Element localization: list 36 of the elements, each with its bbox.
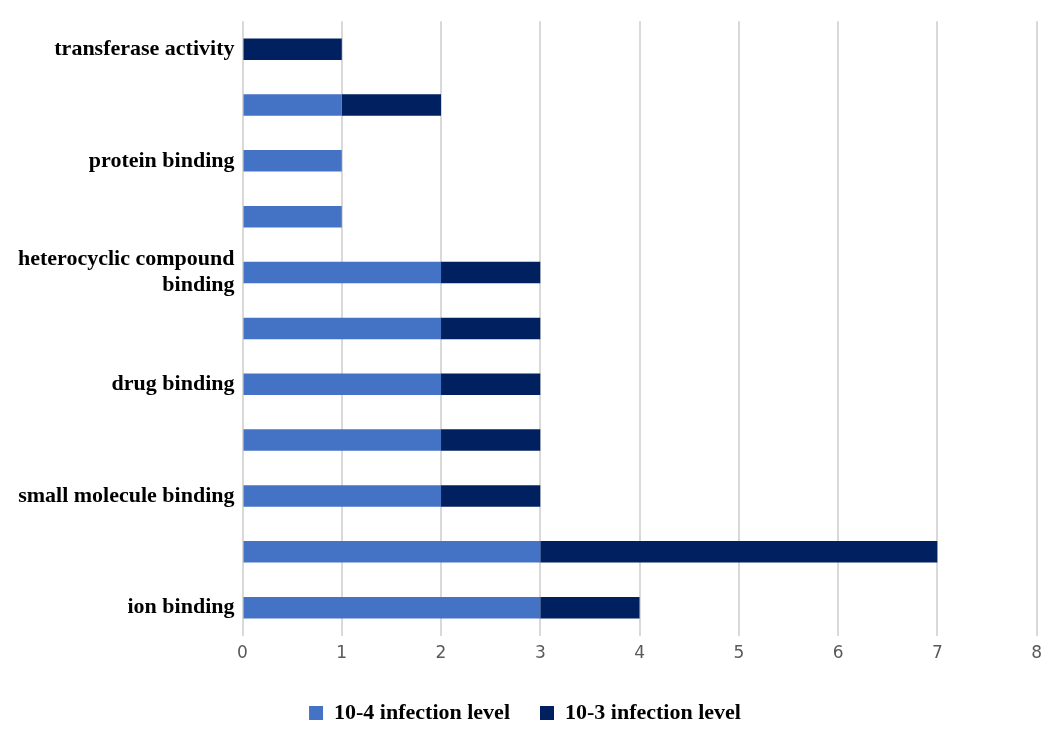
x-tick-label: 1 — [336, 642, 348, 663]
x-tick-label: 2 — [435, 642, 447, 663]
bar — [243, 38, 342, 60]
bar — [441, 317, 541, 340]
bar — [243, 317, 442, 340]
legend-label: 10-3 infection level — [565, 698, 741, 724]
x-tick-label: 8 — [1031, 642, 1043, 663]
bar — [243, 94, 342, 116]
bar — [441, 373, 541, 396]
x-tick-label: 7 — [931, 642, 943, 663]
x-tick-label: 3 — [534, 642, 546, 663]
x-tick-label: 0 — [237, 642, 248, 663]
bar — [243, 205, 342, 228]
bar — [441, 485, 541, 507]
y-tick-label: small molecule binding — [18, 481, 235, 507]
y-tick-label: heterocyclic compound binding — [17, 245, 235, 297]
y-tick-label: protein binding — [88, 146, 235, 172]
y-tick-label: transferase activity — [54, 34, 235, 60]
y-tick-label: drug binding — [111, 369, 235, 395]
bar — [243, 485, 442, 507]
bar — [243, 373, 442, 396]
bar — [243, 261, 442, 284]
legend-label: 10-4 infection level — [334, 698, 511, 724]
x-tick-label: 4 — [634, 642, 645, 663]
bar — [243, 541, 541, 563]
x-tick-label: 5 — [733, 642, 745, 663]
bar — [540, 596, 640, 619]
y-tick-label: ion binding — [127, 593, 235, 619]
bar — [441, 429, 541, 451]
bar — [243, 150, 342, 172]
bar — [341, 94, 442, 116]
x-tick-label: 6 — [832, 642, 844, 663]
bar — [540, 541, 938, 563]
bar — [441, 261, 541, 284]
bar — [243, 429, 442, 451]
bar — [243, 596, 541, 619]
